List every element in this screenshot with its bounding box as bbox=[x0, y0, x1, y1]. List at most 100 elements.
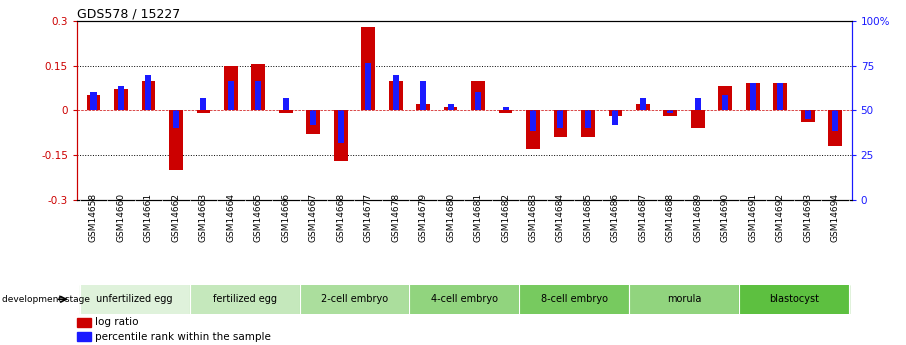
Bar bbox=[252, 64, 265, 110]
Text: GSM14663: GSM14663 bbox=[199, 193, 207, 242]
Bar bbox=[77, 332, 91, 341]
Bar bbox=[519, 285, 629, 314]
Bar bbox=[392, 75, 399, 110]
Bar bbox=[750, 83, 756, 110]
Bar bbox=[475, 92, 481, 110]
Bar bbox=[141, 80, 155, 110]
Text: GSM14667: GSM14667 bbox=[309, 193, 318, 242]
Bar bbox=[609, 110, 622, 116]
Bar bbox=[557, 110, 564, 128]
Text: GSM14689: GSM14689 bbox=[693, 193, 702, 242]
Text: GSM14681: GSM14681 bbox=[474, 193, 483, 242]
Bar bbox=[801, 110, 814, 122]
Text: GSM14668: GSM14668 bbox=[336, 193, 345, 242]
Bar bbox=[283, 98, 289, 110]
Bar bbox=[389, 80, 402, 110]
Bar bbox=[227, 80, 234, 110]
Bar bbox=[338, 110, 343, 143]
Bar bbox=[663, 110, 677, 116]
Text: GSM14688: GSM14688 bbox=[666, 193, 675, 242]
Bar bbox=[828, 110, 842, 146]
Bar bbox=[695, 98, 701, 110]
Bar bbox=[333, 110, 348, 161]
Text: GSM14666: GSM14666 bbox=[281, 193, 290, 242]
Bar bbox=[668, 110, 673, 114]
Bar bbox=[585, 110, 591, 128]
Bar bbox=[498, 110, 513, 114]
Text: GSM14679: GSM14679 bbox=[419, 193, 428, 242]
Bar bbox=[80, 285, 189, 314]
Bar bbox=[77, 318, 91, 327]
Text: GSM14684: GSM14684 bbox=[556, 193, 565, 242]
Bar bbox=[530, 110, 536, 131]
Bar bbox=[805, 110, 811, 119]
Bar bbox=[777, 83, 784, 110]
Bar bbox=[640, 98, 646, 110]
Text: GSM14694: GSM14694 bbox=[831, 193, 840, 242]
Text: GSM14662: GSM14662 bbox=[171, 193, 180, 242]
Text: development stage: development stage bbox=[2, 295, 90, 304]
Bar bbox=[169, 110, 183, 170]
Bar bbox=[255, 80, 261, 110]
Text: GSM14664: GSM14664 bbox=[226, 193, 236, 242]
Bar bbox=[444, 107, 458, 110]
Text: GSM14658: GSM14658 bbox=[89, 193, 98, 242]
Bar bbox=[629, 285, 739, 314]
Bar bbox=[636, 105, 650, 110]
Bar bbox=[612, 110, 619, 125]
Text: GSM14685: GSM14685 bbox=[583, 193, 593, 242]
Bar bbox=[300, 285, 410, 314]
Text: GSM14661: GSM14661 bbox=[144, 193, 153, 242]
Text: GSM14693: GSM14693 bbox=[804, 193, 812, 242]
Text: fertilized egg: fertilized egg bbox=[213, 294, 276, 304]
Bar bbox=[145, 75, 151, 110]
Text: 4-cell embryo: 4-cell embryo bbox=[431, 294, 497, 304]
Text: GSM14678: GSM14678 bbox=[391, 193, 400, 242]
Text: GSM14682: GSM14682 bbox=[501, 193, 510, 242]
Bar bbox=[310, 110, 316, 125]
Bar bbox=[91, 92, 97, 110]
Bar bbox=[503, 107, 508, 110]
Text: GSM14686: GSM14686 bbox=[611, 193, 620, 242]
Bar bbox=[526, 110, 540, 149]
Text: GSM14683: GSM14683 bbox=[528, 193, 537, 242]
Bar bbox=[306, 110, 320, 134]
Bar bbox=[581, 110, 595, 137]
Bar bbox=[774, 83, 787, 110]
Bar bbox=[832, 110, 838, 131]
Text: percentile rank within the sample: percentile rank within the sample bbox=[95, 332, 271, 342]
Text: GSM14677: GSM14677 bbox=[363, 193, 372, 242]
Text: GSM14687: GSM14687 bbox=[639, 193, 648, 242]
Bar bbox=[448, 105, 454, 110]
Text: blastocyst: blastocyst bbox=[769, 294, 819, 304]
Text: GSM14660: GSM14660 bbox=[117, 193, 125, 242]
Bar bbox=[114, 89, 128, 110]
Bar bbox=[365, 62, 371, 110]
Bar bbox=[410, 285, 519, 314]
Text: 2-cell embryo: 2-cell embryo bbox=[321, 294, 388, 304]
Text: GSM14692: GSM14692 bbox=[776, 193, 785, 242]
Bar bbox=[197, 110, 210, 114]
Text: 8-cell embryo: 8-cell embryo bbox=[541, 294, 608, 304]
Bar bbox=[224, 66, 237, 110]
Bar bbox=[746, 83, 759, 110]
Bar bbox=[200, 98, 207, 110]
Bar bbox=[739, 285, 849, 314]
Text: GSM14680: GSM14680 bbox=[446, 193, 455, 242]
Bar bbox=[361, 27, 375, 110]
Text: GSM14691: GSM14691 bbox=[748, 193, 757, 242]
Bar bbox=[722, 96, 728, 110]
Text: GSM14665: GSM14665 bbox=[254, 193, 263, 242]
Text: morula: morula bbox=[667, 294, 701, 304]
Text: unfertilized egg: unfertilized egg bbox=[96, 294, 173, 304]
Bar bbox=[420, 80, 426, 110]
Bar bbox=[471, 80, 485, 110]
Bar bbox=[279, 110, 293, 114]
Text: GSM14690: GSM14690 bbox=[721, 193, 729, 242]
Text: GDS578 / 15227: GDS578 / 15227 bbox=[77, 8, 180, 21]
Bar bbox=[691, 110, 705, 128]
Bar bbox=[189, 285, 300, 314]
Text: log ratio: log ratio bbox=[95, 317, 139, 327]
Bar bbox=[718, 87, 732, 110]
Bar bbox=[87, 96, 101, 110]
